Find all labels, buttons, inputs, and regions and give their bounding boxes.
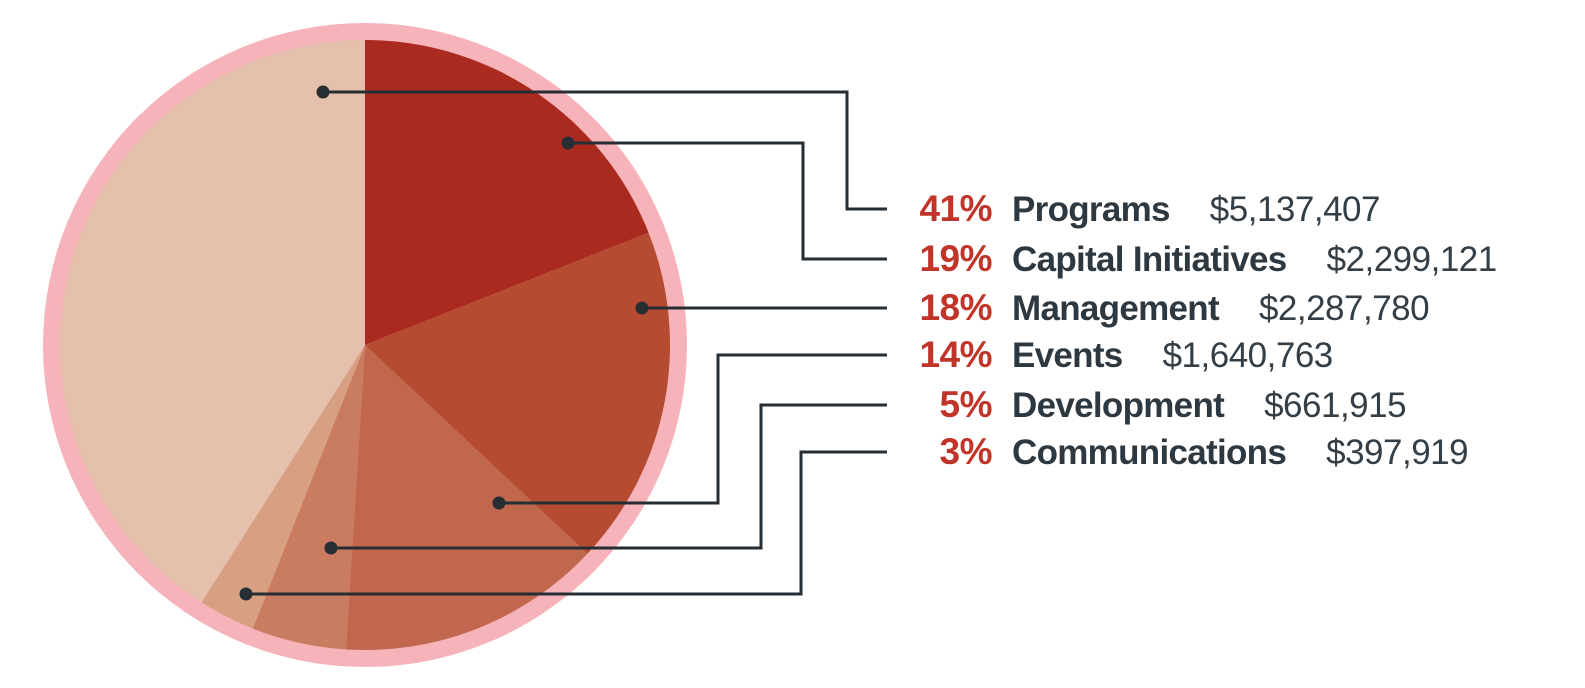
legend-value: $1,640,763 <box>1162 336 1334 375</box>
legend-row-management: 18% Management $2,287,780 <box>880 287 1429 329</box>
legend-row-communications: 3% Communications $397,919 <box>880 431 1469 473</box>
leader-dot-communications <box>239 587 253 601</box>
legend-label: Programs <box>1012 190 1170 229</box>
leader-line-programs <box>323 90 887 211</box>
legend-row-development: 5% Development $661,915 <box>880 384 1407 426</box>
legend-percent: 14% <box>919 334 992 375</box>
leader-line-communications <box>246 450 887 596</box>
legend-row-capital-initiatives: 19% Capital Initiatives $2,299,121 <box>880 238 1497 280</box>
legend-value: $5,137,407 <box>1209 190 1381 229</box>
legend-value: $661,915 <box>1264 386 1407 425</box>
legend-percent: 5% <box>939 384 993 425</box>
legend-value: $2,299,121 <box>1326 240 1498 279</box>
legend-percent: 3% <box>939 431 993 472</box>
legend-label: Communications <box>1012 433 1287 472</box>
leader-dot-management <box>635 301 649 315</box>
legend-row-events: 14% Events $1,640,763 <box>880 334 1333 376</box>
legend-percent: 41% <box>919 188 992 229</box>
pie-slice-development <box>252 345 365 650</box>
legend-row-programs: 41% Programs $5,137,407 <box>880 188 1380 230</box>
pie-slice-management <box>365 232 671 554</box>
legend-label: Development <box>1012 386 1225 425</box>
legend-percent: 18% <box>919 287 992 328</box>
leader-dot-development <box>324 541 338 555</box>
leader-line-events <box>499 353 887 505</box>
legend-label: Management <box>1012 289 1220 328</box>
leader-dot-programs <box>316 85 330 99</box>
pie-slice-communications <box>201 345 365 629</box>
leader-line-capital-initiatives <box>568 141 887 261</box>
pie-slice-programs <box>59 40 365 603</box>
legend-value: $397,919 <box>1326 433 1469 472</box>
legend-label: Events <box>1012 336 1123 375</box>
leader-dot-capital-initiatives <box>561 136 575 150</box>
leader-line-development <box>331 403 887 550</box>
leader-dot-events <box>492 496 506 510</box>
pie-slice-events <box>345 345 588 651</box>
legend-value: $2,287,780 <box>1258 289 1430 328</box>
pie-slice-capital-initiatives <box>365 40 649 345</box>
legend-percent: 19% <box>919 238 992 279</box>
legend-label: Capital Initiatives <box>1012 240 1287 279</box>
